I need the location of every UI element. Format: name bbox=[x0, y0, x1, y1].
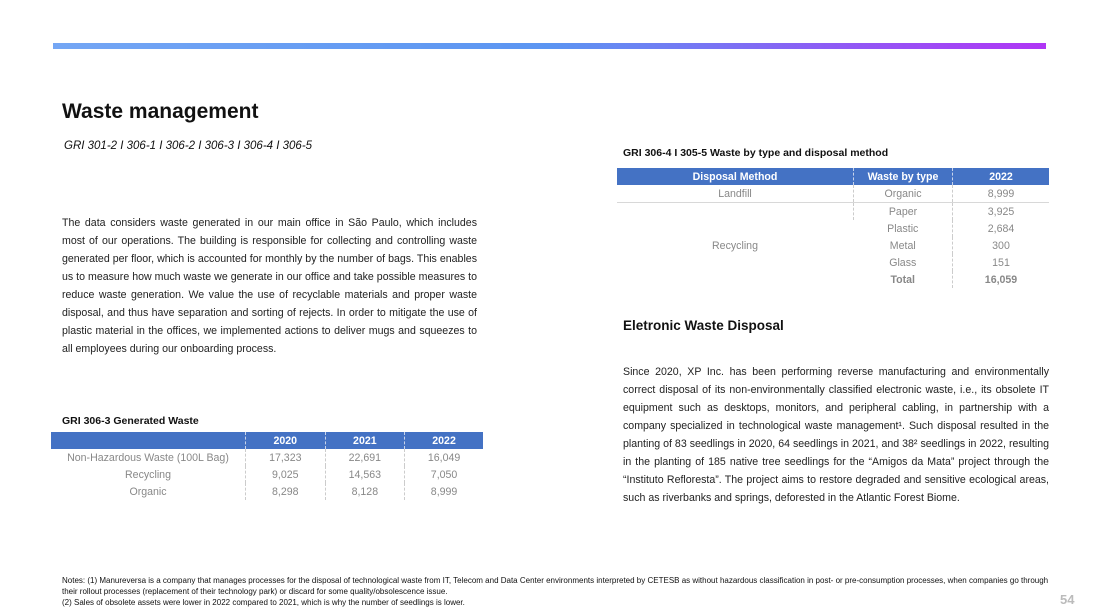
page-title: Waste management bbox=[62, 100, 259, 123]
disposal-caption: GRI 306-4 I 305-5 Waste by type and disp… bbox=[623, 147, 889, 159]
generated-waste-caption: GRI 306-3 Generated Waste bbox=[62, 415, 199, 427]
table-row: Organic 8,298 8,128 8,999 bbox=[51, 483, 483, 500]
cell: Landfill bbox=[617, 185, 854, 203]
column-header: 2021 bbox=[324, 432, 405, 449]
column-header: 2022 bbox=[952, 168, 1049, 185]
cell: Organic bbox=[129, 485, 167, 498]
table-row: Recycling Paper 3,925 bbox=[617, 202, 1049, 252]
column-header: Waste by type bbox=[853, 168, 953, 185]
cell: 8,999 bbox=[952, 185, 1049, 203]
column-header bbox=[51, 432, 246, 449]
cell: Plastic bbox=[887, 222, 919, 235]
cell: 14,563 bbox=[324, 466, 405, 483]
generated-waste-table: 2020 2021 2022 Non-Hazardous Waste (100L… bbox=[51, 432, 483, 500]
table-row: Non-Hazardous Waste (100L Bag) 17,323 22,6… bbox=[51, 449, 483, 466]
cell: Recycling bbox=[712, 239, 758, 252]
cell: Metal bbox=[889, 239, 916, 252]
intro-paragraph: The data considers waste generated in ou… bbox=[62, 217, 477, 355]
cell: Total bbox=[890, 273, 916, 286]
cell: 8,999 bbox=[404, 483, 483, 500]
table-header-row: Disposal Method Waste by type 2022 bbox=[617, 168, 1049, 185]
table-row: Total 16,059 bbox=[617, 271, 1049, 288]
cell: 2,684 bbox=[952, 220, 1049, 237]
cell: 8,298 bbox=[245, 483, 326, 500]
ewaste-paragraph: Since 2020, XP Inc. has been performing … bbox=[623, 366, 1049, 504]
cell: 17,323 bbox=[245, 449, 326, 466]
footnote-1: Notes: (1) Manureversa is a company that… bbox=[62, 576, 1049, 596]
disposal-table: Disposal Method Waste by type 2022 Landf… bbox=[617, 168, 1049, 288]
column-header: 2022 bbox=[404, 432, 483, 449]
footnotes: Notes: (1) Manureversa is a company that… bbox=[62, 575, 1052, 608]
table-row: Metal 300 bbox=[617, 237, 1049, 254]
cell: 16,059 bbox=[952, 271, 1049, 288]
cell: 300 bbox=[952, 237, 1049, 254]
cell: Organic bbox=[853, 185, 953, 203]
ewaste-heading: Eletronic Waste Disposal bbox=[623, 318, 784, 333]
cell: 3,925 bbox=[952, 202, 1049, 220]
cell: 9,025 bbox=[245, 466, 326, 483]
cell: Non-Hazardous Waste (100L Bag) bbox=[67, 451, 229, 464]
cell: Paper bbox=[853, 202, 953, 220]
table-row: Plastic 2,684 bbox=[617, 220, 1049, 237]
header-accent-bar bbox=[53, 43, 1046, 49]
table-header-row: 2020 2021 2022 bbox=[51, 432, 483, 449]
page-number: 54 bbox=[1060, 592, 1075, 607]
cell: 151 bbox=[952, 254, 1049, 271]
cell: 16,049 bbox=[404, 449, 483, 466]
column-header: Disposal Method bbox=[617, 168, 854, 185]
table-row: Recycling 9,025 14,563 7,050 bbox=[51, 466, 483, 483]
gri-codes: GRI 301-2 I 306-1 I 306-2 I 306-3 I 306-… bbox=[64, 140, 313, 152]
cell: Recycling bbox=[125, 468, 171, 481]
footnote-2: (2) Sales of obsolete assets were lower … bbox=[62, 598, 465, 607]
cell: 22,691 bbox=[324, 449, 405, 466]
table-row: Glass 151 bbox=[617, 254, 1049, 271]
cell: Glass bbox=[889, 256, 917, 269]
cell: 7,050 bbox=[404, 466, 483, 483]
cell: 8,128 bbox=[324, 483, 405, 500]
table-row: Landfill Organic 8,999 bbox=[617, 185, 1049, 203]
column-header: 2020 bbox=[245, 432, 326, 449]
